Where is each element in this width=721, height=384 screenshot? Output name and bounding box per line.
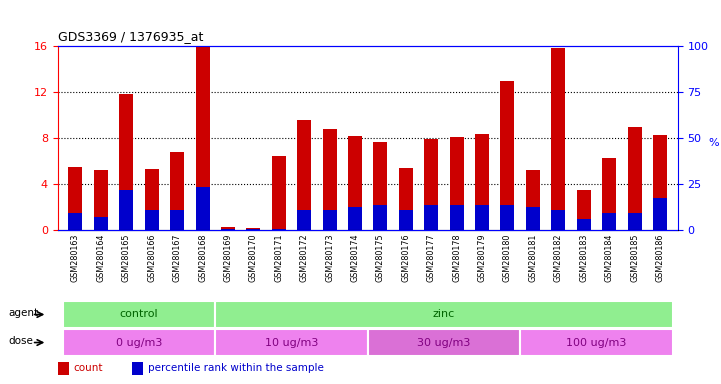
Bar: [368, 329, 520, 356]
Bar: [119, 190, 133, 230]
Text: GSM280172: GSM280172: [300, 234, 309, 283]
Text: GSM280170: GSM280170: [249, 234, 258, 282]
Text: 30 ug/m3: 30 ug/m3: [417, 338, 471, 348]
Text: agent: agent: [9, 308, 39, 318]
Text: GSM280171: GSM280171: [274, 234, 283, 282]
Text: percentile rank within the sample: percentile rank within the sample: [148, 363, 324, 373]
Text: GSM280175: GSM280175: [376, 234, 385, 283]
Bar: [216, 329, 368, 356]
Bar: [322, 129, 337, 230]
Text: GSM280186: GSM280186: [655, 234, 665, 282]
Bar: [170, 210, 184, 230]
Text: GSM280185: GSM280185: [630, 234, 639, 282]
Text: GSM280183: GSM280183: [579, 234, 588, 282]
Bar: [475, 134, 489, 230]
Text: zinc: zinc: [433, 310, 455, 319]
Bar: [602, 213, 616, 230]
Text: 0 ug/m3: 0 ug/m3: [116, 338, 162, 348]
Bar: [399, 210, 413, 230]
Text: GSM280166: GSM280166: [147, 234, 156, 282]
Text: GDS3369 / 1376935_at: GDS3369 / 1376935_at: [58, 30, 203, 43]
Text: count: count: [74, 363, 102, 373]
Bar: [132, 362, 143, 375]
Text: GSM280174: GSM280174: [350, 234, 360, 282]
Bar: [94, 170, 108, 230]
Text: GSM280179: GSM280179: [477, 234, 487, 283]
Bar: [526, 170, 540, 230]
Bar: [119, 94, 133, 230]
Text: control: control: [120, 310, 159, 319]
Bar: [58, 362, 68, 375]
Text: GSM280164: GSM280164: [97, 234, 105, 282]
Bar: [68, 167, 82, 230]
Bar: [348, 207, 362, 230]
Bar: [373, 142, 387, 230]
Bar: [520, 329, 673, 356]
Bar: [348, 136, 362, 230]
Text: GSM280173: GSM280173: [325, 234, 334, 282]
Y-axis label: %: %: [709, 138, 720, 148]
Text: GSM280169: GSM280169: [224, 234, 232, 282]
Bar: [653, 198, 667, 230]
Text: GSM280182: GSM280182: [554, 234, 563, 282]
Bar: [221, 227, 235, 230]
Bar: [399, 168, 413, 230]
Bar: [145, 210, 159, 230]
Text: GSM280165: GSM280165: [122, 234, 131, 282]
Bar: [475, 205, 489, 230]
Bar: [297, 120, 311, 230]
Bar: [627, 127, 642, 230]
Text: GSM280180: GSM280180: [503, 234, 512, 282]
Text: 10 ug/m3: 10 ug/m3: [265, 338, 318, 348]
Text: GSM280184: GSM280184: [605, 234, 614, 282]
Bar: [216, 301, 673, 328]
Bar: [424, 205, 438, 230]
Text: GSM280178: GSM280178: [452, 234, 461, 282]
Text: dose: dose: [9, 336, 34, 346]
Bar: [221, 228, 235, 230]
Bar: [627, 213, 642, 230]
Bar: [68, 213, 82, 230]
Bar: [247, 228, 260, 230]
Bar: [322, 210, 337, 230]
Bar: [94, 217, 108, 230]
Bar: [63, 301, 216, 328]
Text: GSM280163: GSM280163: [71, 234, 80, 282]
Bar: [373, 205, 387, 230]
Bar: [450, 205, 464, 230]
Bar: [552, 48, 565, 230]
Text: GSM280168: GSM280168: [198, 234, 207, 282]
Bar: [272, 156, 286, 230]
Bar: [297, 210, 311, 230]
Bar: [247, 229, 260, 230]
Bar: [602, 158, 616, 230]
Bar: [195, 187, 210, 230]
Bar: [577, 190, 590, 230]
Text: GSM280181: GSM280181: [528, 234, 537, 282]
Bar: [577, 219, 590, 230]
Bar: [500, 81, 515, 230]
Bar: [63, 329, 216, 356]
Bar: [552, 210, 565, 230]
Bar: [653, 135, 667, 230]
Bar: [272, 228, 286, 230]
Text: 100 ug/m3: 100 ug/m3: [566, 338, 627, 348]
Bar: [526, 207, 540, 230]
Bar: [145, 169, 159, 230]
Bar: [450, 137, 464, 230]
Text: GSM280177: GSM280177: [427, 234, 435, 283]
Bar: [424, 139, 438, 230]
Bar: [170, 152, 184, 230]
Bar: [500, 205, 515, 230]
Text: GSM280167: GSM280167: [172, 234, 182, 282]
Bar: [195, 46, 210, 230]
Text: GSM280176: GSM280176: [402, 234, 410, 282]
